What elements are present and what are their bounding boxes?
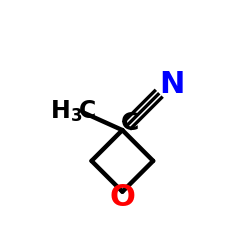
Text: 3: 3 xyxy=(71,107,83,125)
Text: C: C xyxy=(79,99,96,123)
Text: C: C xyxy=(121,111,139,135)
Text: H: H xyxy=(50,99,70,123)
Text: N: N xyxy=(159,70,184,99)
Text: O: O xyxy=(110,183,135,212)
